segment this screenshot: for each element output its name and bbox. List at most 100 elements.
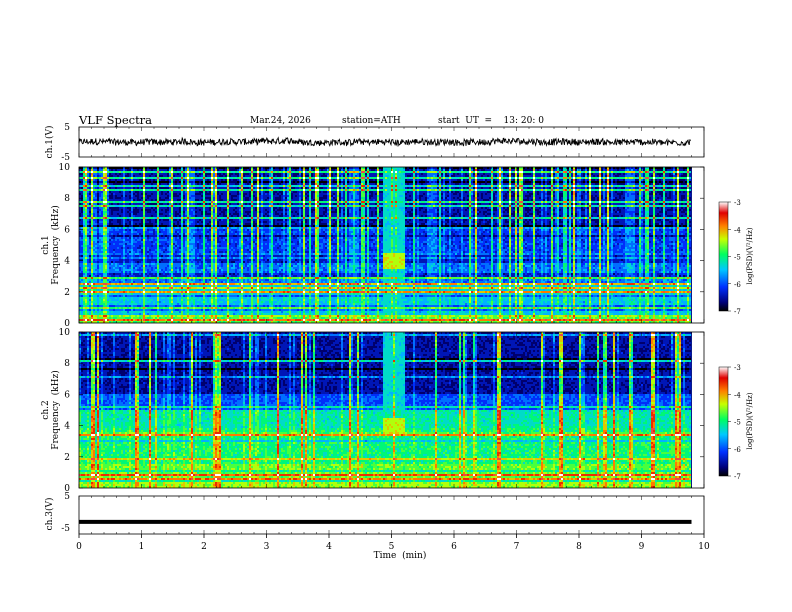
spectrogram-cell	[589, 315, 591, 317]
spectrogram-cell	[539, 315, 549, 317]
spectrogram-cell	[313, 319, 315, 321]
spectrogram-cell	[685, 319, 687, 321]
spectrogram-cell	[91, 315, 93, 317]
spectrogram-cell	[303, 315, 305, 317]
spectrogram-cell	[465, 319, 467, 321]
spectrogram-cell	[471, 319, 473, 321]
spectrogram-cell	[311, 315, 313, 317]
spectrogram-cell	[645, 315, 649, 317]
spectrogram-cell	[311, 313, 313, 315]
spectrogram-cell	[367, 319, 369, 321]
spectrogram-cell	[529, 317, 531, 319]
spectrogram-cell	[255, 317, 257, 319]
spectrogram-cell	[331, 313, 335, 315]
spectrogram-cell	[107, 315, 109, 317]
spectrogram-cell	[271, 313, 273, 315]
spectrogram-cell	[417, 319, 421, 321]
spectrogram-cell	[175, 315, 177, 317]
spectrogram-cell	[195, 317, 197, 319]
spectrogram-cell	[347, 313, 349, 315]
spectrogram-cell	[603, 317, 605, 319]
spectrogram-cell	[319, 313, 323, 315]
spectrogram-cell	[325, 317, 329, 319]
spectrogram-cell	[345, 315, 347, 317]
spectrogram-cell	[421, 319, 423, 321]
spectrogram-cell	[321, 317, 325, 319]
spectrogram-cell	[259, 317, 263, 319]
spectrogram-cell	[217, 315, 223, 317]
spectrogram-cell	[661, 319, 663, 321]
spectrogram-cell	[307, 319, 309, 321]
spectrogram-cell	[283, 317, 285, 319]
spectrogram-cell	[687, 315, 689, 317]
spectrogram-cell	[491, 317, 493, 319]
spectrogram-cell	[651, 319, 653, 321]
spectrogram-cell	[229, 319, 233, 321]
spectrogram-cell	[133, 317, 139, 319]
spectrogram-cell	[287, 317, 291, 319]
spectrogram-cell	[597, 315, 599, 317]
spectrogram-cell	[155, 319, 157, 321]
spectrogram-cell	[525, 315, 529, 317]
spectrogram-cell	[331, 317, 335, 319]
spectrogram-cell	[619, 315, 625, 317]
spectrogram-cell	[155, 313, 157, 315]
spectrogram-cell	[637, 319, 639, 321]
spectrogram-cell	[197, 313, 199, 315]
spectrogram-cell	[349, 313, 353, 315]
spectrogram-cell	[555, 315, 557, 317]
spectrogram-cell	[475, 319, 477, 321]
spectrogram-cell	[143, 317, 145, 319]
spectrogram-cell	[385, 313, 387, 315]
spectrogram-cell	[213, 315, 215, 317]
spectrogram-cell	[337, 317, 339, 319]
spectrogram-cell	[189, 319, 193, 321]
spectrogram-cell	[109, 315, 111, 317]
ch1-ylabel: ch.1(V)	[44, 126, 55, 159]
spectrogram-cell	[599, 319, 601, 321]
spectrogram-cell	[357, 315, 361, 317]
spectrogram-cell	[273, 315, 285, 317]
spectrogram-cell	[133, 313, 139, 315]
spectrogram-cell	[541, 319, 545, 321]
spectrogram-cell	[143, 313, 145, 315]
spectrogram-cell	[143, 315, 145, 317]
spectrogram-cell	[173, 315, 175, 317]
spectrogram-cell	[475, 317, 477, 319]
spectrogram-cell	[439, 317, 441, 319]
spectrogram-cell	[227, 313, 229, 315]
spectrogram-cell	[571, 315, 573, 317]
spectrogram-cell	[689, 317, 691, 319]
spectrogram-cell	[415, 319, 417, 321]
spectrogram-cell	[639, 315, 641, 317]
spectrogram-cell	[643, 315, 645, 317]
spectrogram-cell	[253, 315, 257, 317]
spectrogram-cell	[111, 315, 113, 317]
ch1-spectrogram-image	[79, 167, 691, 323]
spectrogram-cell	[131, 313, 133, 315]
spectrogram-cell	[253, 313, 257, 315]
spectrogram-cell	[551, 319, 553, 321]
spectrogram-cell	[193, 319, 197, 321]
spectrogram-cell	[625, 315, 627, 317]
spectrogram-cell	[99, 315, 101, 317]
spectrogram-cell	[269, 317, 273, 319]
spectrogram-cell	[165, 319, 167, 321]
spectrogram-cell	[649, 319, 651, 321]
spectrogram-cell	[301, 319, 303, 321]
spectrogram-cell	[451, 319, 453, 321]
spectrogram-cell	[495, 319, 497, 321]
spectrogram-cell	[523, 317, 525, 319]
spectrogram-cell	[189, 317, 193, 319]
spectrogram-cell	[617, 315, 619, 317]
spectrogram-cell	[215, 315, 217, 317]
spectrogram-cell	[345, 319, 347, 321]
spectrogram-cell	[521, 319, 523, 321]
spectrogram-cell	[289, 313, 291, 315]
spectrogram-cell	[569, 317, 571, 319]
spectrogram-cell	[113, 317, 117, 319]
spectrogram-cell	[637, 315, 639, 317]
spectrogram-cell	[649, 315, 653, 317]
spectrogram-cell	[631, 315, 637, 317]
spectrogram-cell	[355, 317, 357, 319]
